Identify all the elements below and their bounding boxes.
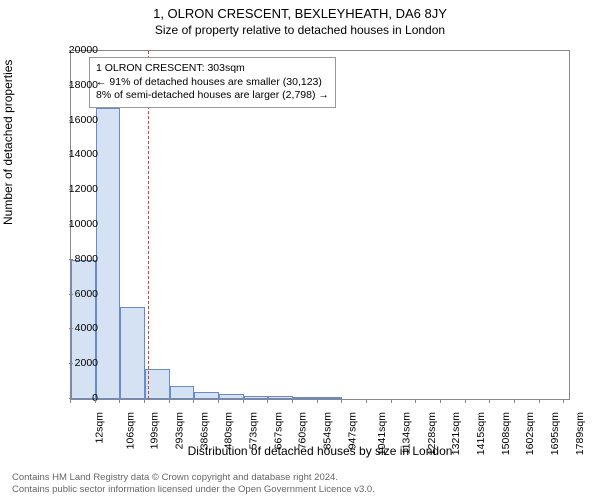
- y-tick-mark: [69, 224, 73, 225]
- x-tick-mark: [70, 399, 71, 403]
- y-tick-mark: [69, 259, 73, 260]
- x-tick-mark: [514, 399, 515, 403]
- x-tick-mark: [539, 399, 540, 403]
- x-tick-mark: [267, 399, 268, 403]
- x-tick-mark: [317, 399, 318, 403]
- y-tick-mark: [69, 85, 73, 86]
- y-tick-mark: [69, 189, 73, 190]
- x-tick-mark: [119, 399, 120, 403]
- bar: [244, 396, 269, 399]
- bar: [96, 108, 121, 399]
- x-axis-label: Distribution of detached houses by size …: [70, 444, 570, 458]
- y-tick-label: 0: [50, 392, 98, 404]
- bar: [293, 397, 318, 399]
- x-tick-mark: [563, 399, 564, 403]
- infobox-line3: 8% of semi-detached houses are larger (2…: [96, 89, 329, 103]
- bar: [120, 307, 145, 399]
- bar: [318, 397, 343, 399]
- footer-text: Contains HM Land Registry data © Crown c…: [12, 472, 592, 496]
- bar: [268, 396, 293, 399]
- x-tick-mark: [391, 399, 392, 403]
- x-tick-mark: [218, 399, 219, 403]
- x-tick-mark: [366, 399, 367, 403]
- x-tick-mark: [292, 399, 293, 403]
- x-tick-mark: [465, 399, 466, 403]
- x-tick-mark: [415, 399, 416, 403]
- bar: [219, 394, 244, 399]
- info-box: 1 OLRON CRESCENT: 303sqm ← 91% of detach…: [89, 57, 336, 108]
- x-tick-mark: [169, 399, 170, 403]
- y-tick-label: 18000: [50, 79, 98, 91]
- y-tick-mark: [69, 154, 73, 155]
- x-tick-mark: [341, 399, 342, 403]
- x-tick-mark: [193, 399, 194, 403]
- y-tick-label: 12000: [50, 183, 98, 195]
- footer-line1: Contains HM Land Registry data © Crown c…: [12, 472, 592, 484]
- infobox-line1: 1 OLRON CRESCENT: 303sqm: [96, 62, 329, 76]
- x-tick-mark: [144, 399, 145, 403]
- chart-subtitle: Size of property relative to detached ho…: [0, 21, 600, 37]
- bar: [170, 386, 195, 399]
- bar: [145, 369, 170, 399]
- x-tick-mark: [489, 399, 490, 403]
- y-tick-label: 14000: [50, 148, 98, 160]
- plot-area: 1 OLRON CRESCENT: 303sqm ← 91% of detach…: [70, 50, 570, 400]
- x-tick-mark: [95, 399, 96, 403]
- y-tick-mark: [69, 363, 73, 364]
- y-tick-label: 2000: [50, 357, 98, 369]
- y-tick-label: 6000: [50, 288, 98, 300]
- y-tick-mark: [69, 120, 73, 121]
- infobox-line2: ← 91% of detached houses are smaller (30…: [96, 76, 329, 90]
- x-tick-label: 12sqm: [94, 412, 106, 444]
- footer-line2: Contains public sector information licen…: [12, 484, 592, 496]
- x-tick-mark: [243, 399, 244, 403]
- x-tick-mark: [440, 399, 441, 403]
- x-tick-label: 1789sqm: [574, 412, 586, 455]
- y-tick-mark: [69, 294, 73, 295]
- y-tick-label: 16000: [50, 114, 98, 126]
- bar: [194, 392, 219, 399]
- y-tick-label: 20000: [50, 44, 98, 56]
- y-tick-label: 10000: [50, 218, 98, 230]
- chart-container: 1, OLRON CRESCENT, BEXLEYHEATH, DA6 8JY …: [0, 0, 600, 500]
- y-tick-mark: [69, 50, 73, 51]
- y-tick-label: 4000: [50, 322, 98, 334]
- y-axis-label: Number of detached properties: [1, 60, 15, 225]
- y-tick-mark: [69, 328, 73, 329]
- chart-title: 1, OLRON CRESCENT, BEXLEYHEATH, DA6 8JY: [0, 0, 600, 21]
- y-tick-label: 8000: [50, 253, 98, 265]
